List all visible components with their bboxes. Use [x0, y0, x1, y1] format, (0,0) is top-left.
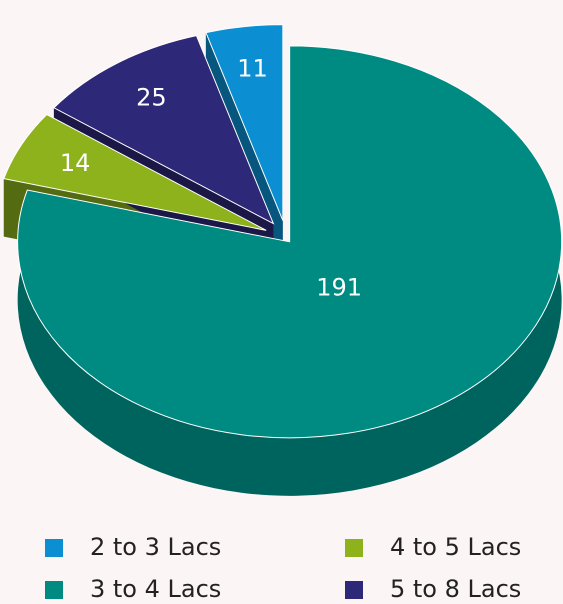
legend-label: 3 to 4 Lacs — [90, 575, 221, 603]
legend-swatch — [45, 581, 63, 599]
slice — [3, 113, 267, 231]
slice — [17, 45, 563, 439]
legend-label: 4 to 5 Lacs — [390, 533, 521, 561]
data-label: 14 — [60, 149, 91, 177]
slice — [53, 35, 275, 225]
data-label: 25 — [136, 84, 167, 112]
legend-swatch — [345, 539, 363, 557]
legend-swatch — [45, 539, 63, 557]
legend-label: 5 to 8 Lacs — [390, 575, 521, 603]
legend-swatch — [345, 581, 363, 599]
data-label: 191 — [316, 274, 362, 302]
data-label: 11 — [237, 54, 268, 82]
legend-label: 2 to 3 Lacs — [90, 533, 221, 561]
slice — [205, 24, 284, 221]
